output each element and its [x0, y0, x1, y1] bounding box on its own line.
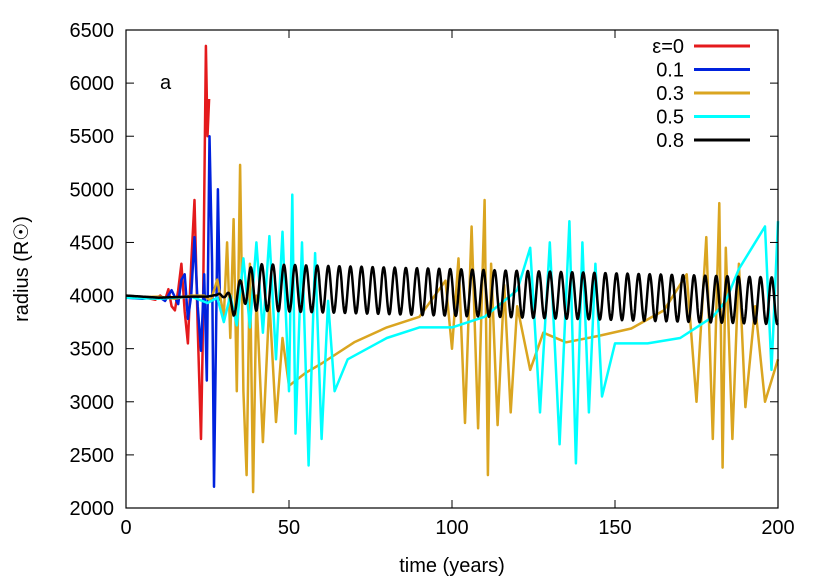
y-tick-label: 5000 — [70, 179, 115, 201]
x-tick-label: 100 — [435, 517, 468, 539]
series-line-3 — [125, 193, 780, 467]
series-line-2 — [125, 163, 780, 494]
series-line-4 — [125, 262, 779, 326]
plot-lines — [125, 44, 780, 494]
y-tick-label: 6000 — [70, 73, 115, 95]
y-tick-label: 6500 — [70, 20, 115, 42]
series-line-0 — [125, 44, 211, 441]
legend: ε=00.10.30.50.8 — [652, 36, 750, 152]
legend-label-3: 0.5 — [656, 107, 684, 129]
y-tick-label: 4500 — [70, 232, 115, 254]
y-axis-label: radius (R☉) — [11, 216, 33, 322]
y-tick-label: 5500 — [70, 126, 115, 148]
legend-label-4: 0.8 — [656, 130, 684, 152]
panel-label: a — [160, 72, 172, 94]
x-tick-label: 150 — [598, 517, 631, 539]
y-tick-label: 4000 — [70, 286, 115, 308]
y-tick-label: 2500 — [70, 445, 115, 467]
y-tick-label: 2000 — [70, 498, 115, 520]
legend-label-0: ε=0 — [652, 36, 684, 58]
y-tick-label: 3000 — [70, 392, 115, 414]
series-line-1 — [125, 134, 222, 489]
legend-label-1: 0.1 — [656, 60, 684, 82]
y-tick-label: 3500 — [70, 339, 115, 361]
axis-ticks — [125, 29, 779, 509]
x-tick-label: 200 — [761, 517, 794, 539]
legend-label-2: 0.3 — [656, 83, 684, 105]
x-tick-label: 50 — [278, 517, 300, 539]
x-axis-label: time (years) — [399, 555, 505, 577]
x-tick-label: 0 — [120, 517, 131, 539]
axis-tick-labels: 0 50 100 150 200 2000 2500 3000 3500 4000 4500 5000… — [70, 20, 795, 539]
